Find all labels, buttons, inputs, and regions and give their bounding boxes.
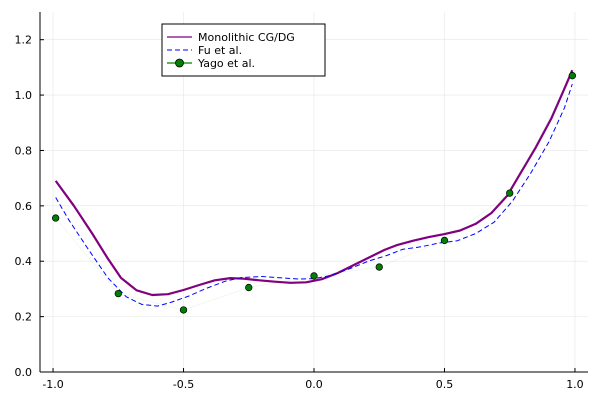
legend-box xyxy=(161,23,326,77)
legend-label-monolithic-cg-dg: Monolithic CG/DG xyxy=(198,31,295,44)
x-tick-label: 0.0 xyxy=(305,378,323,391)
x-axis-ticks: -1.0 -0.5 0.0 0.5 1.0 xyxy=(42,368,584,391)
y-tick-label: 0.6 xyxy=(15,200,33,213)
x-tick-label: 0.5 xyxy=(436,378,454,391)
legend-label-yago-et-al: Yago et al. xyxy=(197,57,255,70)
data-point-yago-et-al xyxy=(310,272,318,280)
legend-label-fu-et-al: Fu et al. xyxy=(198,44,242,57)
y-tick-label: 0.2 xyxy=(15,311,33,324)
data-point-yago-et-al xyxy=(179,306,188,314)
x-tick-label: -1.0 xyxy=(42,378,63,391)
data-point-yago-et-al xyxy=(568,72,576,80)
plot-series xyxy=(52,69,576,314)
y-tick-label: 0.0 xyxy=(15,366,33,379)
data-point-yago-et-al xyxy=(440,236,449,245)
x-tick-label: 1.0 xyxy=(566,378,584,391)
data-point-yago-et-al xyxy=(506,189,514,197)
y-axis-ticks: 0.0 0.2 0.4 0.6 0.8 1.0 1.2 xyxy=(15,34,44,379)
data-point-yago-et-al xyxy=(375,263,383,271)
data-point-yago-et-al xyxy=(245,283,253,292)
series-line-monolithic-cg-dg xyxy=(54,69,574,297)
y-tick-label: 1.0 xyxy=(15,89,33,102)
legend-swatch-marker-yago-et-al xyxy=(175,58,184,68)
x-tick-label: -0.5 xyxy=(173,378,194,391)
y-tick-label: 1.2 xyxy=(15,34,33,47)
y-tick-label: 0.8 xyxy=(15,144,33,157)
y-tick-label: 0.4 xyxy=(15,255,33,268)
data-point-yago-et-al xyxy=(114,289,122,298)
data-point-yago-et-al xyxy=(52,214,60,222)
